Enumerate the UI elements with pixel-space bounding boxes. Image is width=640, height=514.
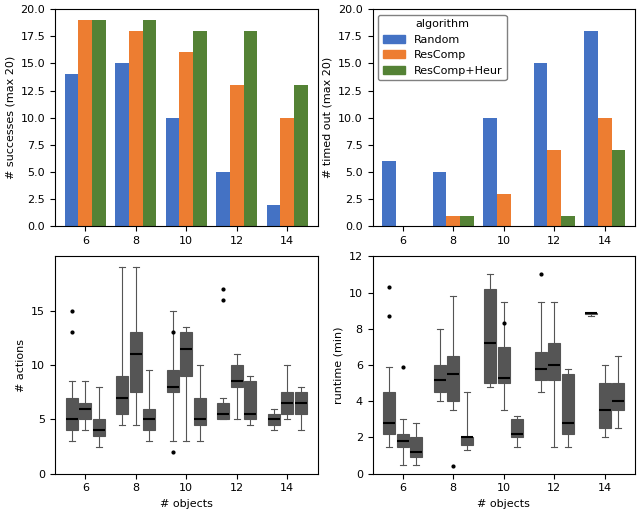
Bar [166, 118, 179, 226]
PathPatch shape [130, 333, 142, 392]
PathPatch shape [511, 419, 524, 437]
PathPatch shape [548, 343, 560, 379]
PathPatch shape [397, 434, 409, 447]
Bar [79, 20, 92, 226]
Bar [143, 20, 156, 226]
Bar [447, 215, 460, 226]
Bar [534, 63, 547, 226]
PathPatch shape [217, 403, 229, 419]
PathPatch shape [410, 437, 422, 457]
Bar [294, 85, 308, 226]
Bar [460, 215, 474, 226]
Y-axis label: runtime (min): runtime (min) [333, 326, 343, 404]
Bar [244, 31, 257, 226]
PathPatch shape [498, 347, 510, 383]
PathPatch shape [230, 365, 243, 387]
PathPatch shape [383, 392, 396, 434]
Bar [612, 150, 625, 226]
PathPatch shape [295, 392, 307, 414]
PathPatch shape [447, 356, 460, 401]
Bar [179, 52, 193, 226]
Bar [129, 31, 143, 226]
PathPatch shape [461, 437, 473, 445]
PathPatch shape [268, 414, 280, 425]
Bar [584, 31, 598, 226]
PathPatch shape [79, 403, 92, 419]
Bar [65, 74, 79, 226]
Bar [216, 172, 230, 226]
Y-axis label: # actions: # actions [16, 339, 26, 392]
Bar [267, 205, 280, 226]
PathPatch shape [281, 392, 293, 414]
PathPatch shape [484, 289, 496, 383]
Bar [280, 118, 294, 226]
PathPatch shape [93, 419, 105, 436]
X-axis label: # objects: # objects [160, 499, 212, 509]
Bar [497, 194, 511, 226]
Y-axis label: # timed out (max 20): # timed out (max 20) [323, 57, 333, 178]
PathPatch shape [244, 381, 257, 419]
PathPatch shape [66, 398, 77, 430]
Y-axis label: # successes (max 20): # successes (max 20) [5, 56, 15, 179]
PathPatch shape [166, 371, 179, 392]
PathPatch shape [562, 374, 574, 434]
Bar [92, 20, 106, 226]
PathPatch shape [116, 376, 128, 414]
Legend: Random, ResComp, ResComp+Heur: Random, ResComp, ResComp+Heur [378, 14, 507, 80]
Bar [561, 215, 575, 226]
PathPatch shape [534, 353, 547, 379]
Bar [193, 31, 207, 226]
Bar [382, 161, 396, 226]
X-axis label: # objects: # objects [477, 499, 530, 509]
Bar [483, 118, 497, 226]
PathPatch shape [143, 409, 156, 430]
Bar [598, 118, 612, 226]
Bar [433, 172, 447, 226]
Bar [115, 63, 129, 226]
PathPatch shape [612, 383, 625, 410]
Bar [547, 150, 561, 226]
PathPatch shape [585, 313, 597, 315]
PathPatch shape [180, 333, 193, 376]
Bar [230, 85, 244, 226]
PathPatch shape [598, 383, 611, 429]
PathPatch shape [434, 365, 445, 392]
PathPatch shape [194, 398, 206, 425]
